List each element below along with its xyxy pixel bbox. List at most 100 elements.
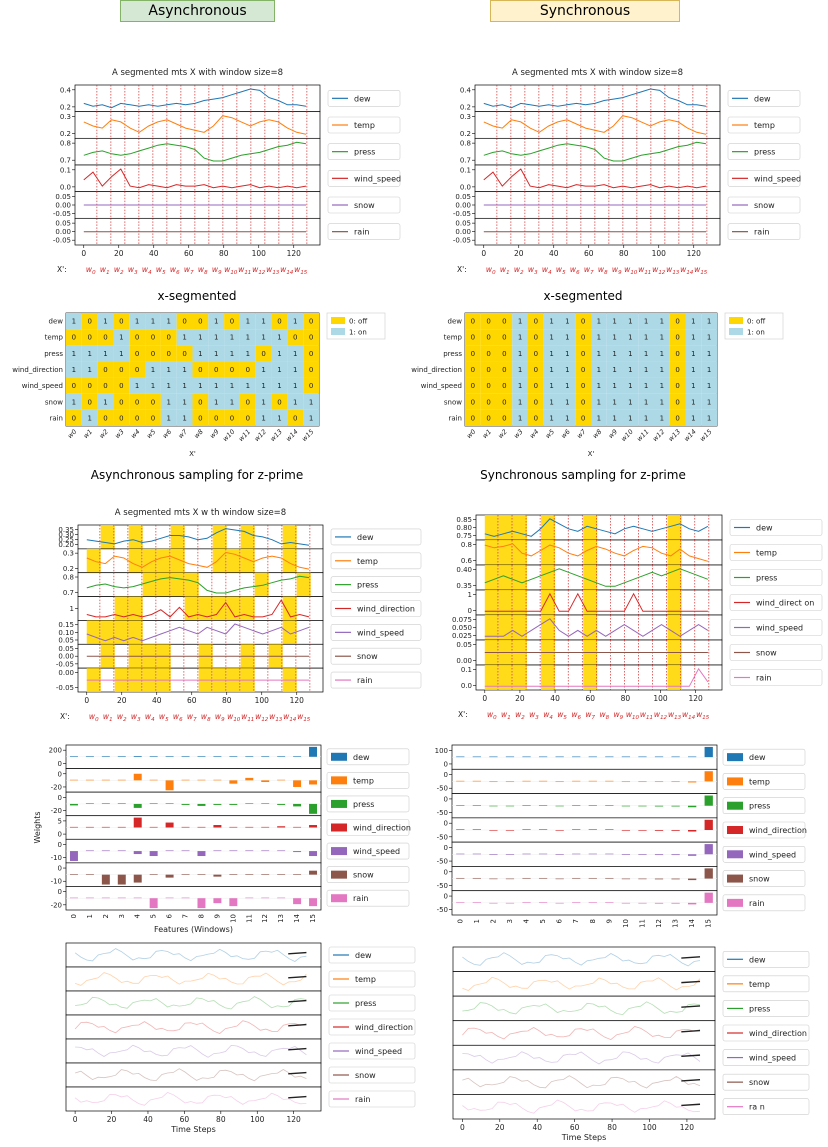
weights-async-bar-snow-7 [181,874,190,875]
xseg-sync-row-label-wind_direction: wind_direction [411,366,462,374]
mts-async-window-label-w7: w7 [184,265,194,276]
xseg-sync-cell [512,329,528,346]
xseg-title-sync: x-segmented [543,289,623,303]
weights-sync-bar-wind_speed-13 [671,854,680,856]
weights-sync-bar-wind_direction-12 [654,830,664,831]
xseg-sync-cell [622,377,639,394]
weights-async-bar-wind_direction-10 [229,826,238,828]
weights-sync-cat-2: 2 [489,919,497,923]
mts-async-window-label-w11: w11 [238,265,251,276]
xseg-sync-cell [685,361,702,378]
weights-sync-bar-wind_direction-3 [505,830,515,831]
xseg-async-cell [192,377,209,394]
xseg-async-row-label-dew: dew [49,318,64,326]
weights-async-ytick-label: -20 [51,901,62,909]
xseg-async-cell-value: 0 [87,382,91,390]
xseg-async-cell [176,313,193,330]
zprime-sync-mask-rain-w2 [512,665,527,690]
mts-sync-window-label-w4: w4 [542,265,552,276]
xseg-async-cell [287,313,304,330]
weights-async-cat-9: 9 [213,914,221,918]
xseg-async-cell-value: 1 [246,382,250,390]
xseg-sync-cell [512,313,528,330]
zprime-async-mask-dew-w1 [100,525,115,549]
xseg-sync-cell [559,377,576,394]
zprime-sync-wind_direct on-legend-label: wind_direct on [756,599,814,608]
timesteps-async-axes-dew [65,942,322,968]
zprime-sync-panel-wind_direct on [473,589,723,616]
xseg-async-cell [176,377,193,394]
zprime-sync-window-label-w11: w11 [640,710,653,721]
weights-sync-bar-press-3 [505,805,515,807]
xseg-sync-cell [638,329,654,346]
zprime-sync-mask-temp-w2 [512,540,527,565]
timesteps-async-highlight-temp [288,975,307,979]
mts-sync-axes-wind_speed [474,164,721,193]
weights-sync-bar-dew-0 [456,756,465,758]
mts-sync-ytick-label: 0.3 [460,113,471,121]
xseg-async-cell-value: 0 [135,350,139,358]
xseg-async-cell-value: 1 [72,366,76,374]
mts-sync-ytick-label: 0.4 [460,86,472,94]
xseg-async-cell-value: 0 [198,366,202,374]
mts-async-xtick-label: 120 [287,249,302,258]
xseg-sync-col-label-w8: w8 [591,428,603,440]
timesteps-async-highlight-wind_direction [288,1023,307,1027]
xseg-sync-cell-value: 1 [644,398,648,406]
weights-async-press-legend-swatch [331,799,347,808]
mts-sync-xtick-label: 80 [619,249,629,258]
weights-sync-bar-press-14 [688,805,697,808]
weights-async-rain-legend-box [326,889,410,907]
weights-sync-cat-15: 15 [705,919,713,928]
zprime-sync-mask-dew-w4 [541,515,556,540]
xseg-sync-cell [543,345,560,362]
mts-sync-ytick-label: 0.00 [455,202,471,210]
zprime-async-panel-wind_speed [75,620,324,645]
mts-sync-window-label-w10: w10 [624,265,638,276]
xseg-async-cell [224,409,240,426]
xseg-async-cell-value: 1 [72,318,76,326]
weights-async-rain-legend-swatch [331,894,347,903]
xseg-async-cell [145,313,161,330]
weights-async-bar-wind_speed-13 [277,850,286,852]
xseg-sync-cell-value: 0 [486,414,490,422]
xseg-async-cell [303,329,319,346]
mts-sync-window-label-w5: w5 [556,265,566,276]
xseg-async-cell [287,393,304,410]
weights-sync-wind_direction-legend-swatch [727,826,743,834]
timesteps-sync-axes-ra n [452,1094,716,1120]
xseg-sync-cell [465,409,481,426]
xseg-async-cell [176,393,193,410]
xseg-async-col-label-w3: w3 [113,428,125,440]
xseg-async-cell-value: 1 [293,350,297,358]
mts-sync-temp-legend-label: temp [754,121,775,130]
weights-async-bar-dew-4 [133,756,142,757]
weights-sync-bar-wind_direction-2 [489,830,498,831]
xseg-async-cell-value: 1 [261,382,265,390]
xseg-sync-cell-value: 1 [628,414,632,422]
zprime-async-ytick-label: -0.05 [56,660,74,668]
xseg-sync-cell [669,329,686,346]
weights-async-dew-legend-swatch [331,752,347,761]
weights-async-cat-7: 7 [182,914,190,918]
xseg-sync-cell [638,313,654,330]
weights-sync-bar-temp-6 [555,781,564,783]
mts-sync-rain-legend-box [727,223,801,240]
xseg-sync-cell [465,377,481,394]
zprime-async-window-label-w11: w11 [241,712,254,723]
weights-sync-bar-rain-7 [572,902,581,903]
xseg-sync-cell-value: 1 [691,382,695,390]
xseg-sync-cell [543,313,560,330]
xseg-sync-cell [528,345,544,362]
xseg-sync-col-label-w15: w15 [698,428,713,443]
weights-sync-temp-legend-box [722,773,806,790]
zprime-async-temp-legend-label: temp [357,557,378,566]
zprime-async-ytick-label: 0.30 [58,531,74,539]
xseg-async-cell-value: 0 [103,366,107,374]
xseg-async-cell [239,313,256,330]
weights-async-bar-dew-6 [165,756,174,757]
weights-async-bar-temp-4 [133,773,142,781]
xseg-async-cell-value: 1 [119,350,123,358]
xseg-sync-cell-value: 1 [660,366,664,374]
